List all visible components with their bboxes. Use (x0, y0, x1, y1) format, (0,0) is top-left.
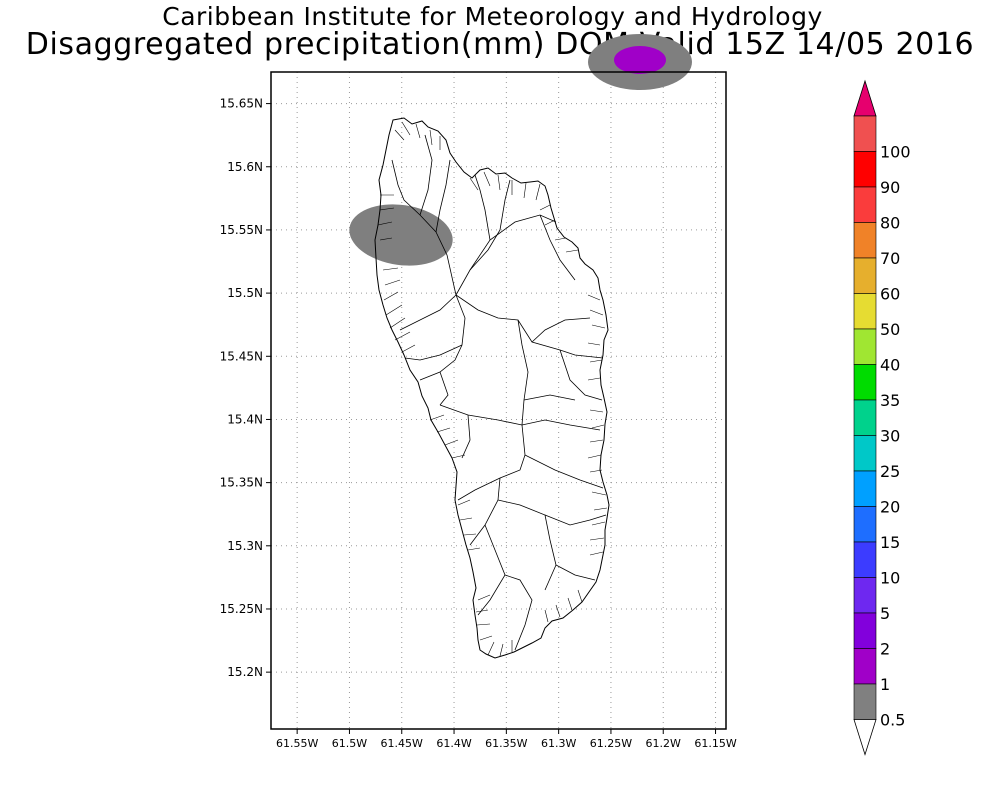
legend-swatch (853, 364, 877, 401)
legend-label: 5 (880, 604, 890, 623)
lon-tick-label: 61.55W (276, 737, 318, 750)
coastal-streams (377, 121, 608, 657)
legend-swatch (853, 293, 877, 330)
chart-subtitle: Disaggregated precipitation(mm) DOM Vali… (25, 27, 975, 62)
legend-label: 30 (880, 427, 900, 446)
island-coastline (374, 117, 610, 659)
lat-tick-label: 15.4N (227, 412, 263, 426)
legend-swatch (853, 470, 877, 507)
legend-label: 35 (880, 391, 900, 410)
chart-title: Caribbean Institute for Meteorology and … (162, 2, 823, 31)
lon-tick-label: 61.2W (646, 737, 681, 750)
dominica-island (374, 117, 610, 659)
legend-label: 60 (880, 285, 900, 304)
legend-label: 50 (880, 320, 900, 339)
watershed-boundaries (391, 134, 607, 651)
legend-swatch (853, 648, 877, 685)
legend-label: 15 (880, 533, 900, 552)
legend-label: 25 (880, 462, 900, 481)
legend-swatch (853, 506, 877, 543)
legend-swatch (853, 435, 877, 472)
longitude-axis: 61.55W 61.5W 61.45W 61.4W 61.35W 61.3W 61.25W 6… (276, 729, 737, 750)
legend-above-arrow (853, 79, 877, 117)
lat-tick-label: 15.2N (227, 665, 263, 679)
legend-swatch (853, 612, 877, 649)
legend-label: 90 (880, 178, 900, 197)
legend-label: 80 (880, 214, 900, 233)
lat-tick-label: 15.55N (220, 223, 263, 237)
legend-swatch (853, 577, 877, 614)
legend-label: 70 (880, 249, 900, 268)
lat-tick-label: 15.25N (220, 602, 263, 616)
lon-tick-label: 61.25W (590, 737, 632, 750)
legend-swatch (853, 222, 877, 259)
lon-tick-label: 61.4W (436, 737, 471, 750)
legend-swatch (853, 257, 877, 294)
legend-label: 1 (880, 675, 890, 694)
legend-swatch (853, 151, 877, 188)
legend-label: 100 (880, 143, 911, 162)
legend-below-arrow (853, 719, 877, 756)
legend-swatch (853, 186, 877, 223)
precipitation-shading (349, 34, 692, 266)
legend-swatch (853, 683, 877, 720)
legend-label: 2 (880, 640, 890, 659)
legend-swatch (853, 399, 877, 436)
legend-label: 40 (880, 356, 900, 375)
lat-tick-label: 15.5N (227, 286, 263, 300)
lon-tick-label: 61.15W (694, 737, 736, 750)
legend-label: 10 (880, 569, 900, 588)
lon-tick-label: 61.5W (332, 737, 367, 750)
map-gridlines (271, 72, 726, 729)
lon-tick-label: 61.35W (485, 737, 527, 750)
lon-tick-label: 61.3W (541, 737, 576, 750)
lat-tick-label: 15.35N (220, 476, 263, 490)
legend-swatch (853, 115, 877, 152)
lat-tick-label: 15.6N (227, 160, 263, 174)
lat-tick-label: 15.3N (227, 539, 263, 553)
precipitation-area-northeast-core (614, 46, 666, 74)
legend-label: 20 (880, 498, 900, 517)
legend-swatch (853, 541, 877, 578)
legend-label: 0.5 (880, 711, 905, 730)
lat-tick-label: 15.45N (220, 349, 263, 363)
latitude-axis: 15.65N 15.6N 15.55N 15.5N 15.45N 15.4N 15.35N 1… (220, 97, 271, 679)
map-frame (270, 71, 727, 730)
lon-tick-label: 61.45W (381, 737, 423, 750)
legend-swatch (853, 328, 877, 365)
lat-tick-label: 15.65N (220, 97, 263, 111)
